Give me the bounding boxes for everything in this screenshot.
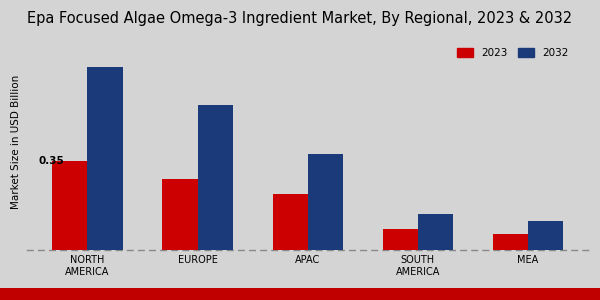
Bar xyxy=(272,194,308,250)
Bar xyxy=(308,154,343,250)
Bar xyxy=(383,229,418,250)
Bar xyxy=(528,221,563,250)
Y-axis label: Market Size in USD Billion: Market Size in USD Billion xyxy=(11,75,21,209)
Bar xyxy=(88,67,123,250)
Bar xyxy=(197,105,233,250)
Text: Epa Focused Algae Omega-3 Ingredient Market, By Regional, 2023 & 2032: Epa Focused Algae Omega-3 Ingredient Mar… xyxy=(26,11,572,26)
Bar xyxy=(493,234,528,250)
Text: 0.35: 0.35 xyxy=(38,156,64,167)
Legend: 2023, 2032: 2023, 2032 xyxy=(453,44,572,62)
Bar xyxy=(52,161,88,250)
Bar xyxy=(163,179,197,250)
Bar xyxy=(418,214,453,250)
